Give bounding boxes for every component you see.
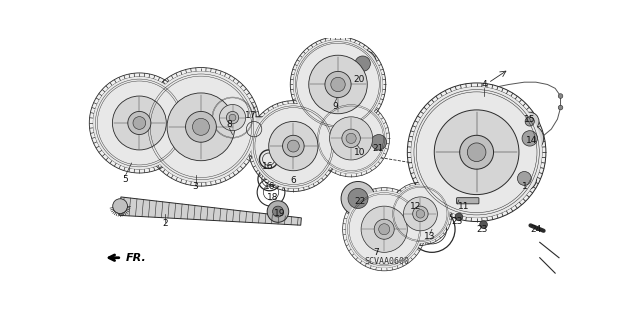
Circle shape	[267, 201, 289, 222]
Circle shape	[141, 68, 260, 186]
FancyBboxPatch shape	[456, 198, 479, 204]
Circle shape	[287, 140, 300, 152]
Text: 16: 16	[262, 162, 274, 171]
Text: 16: 16	[264, 182, 275, 191]
Text: 3: 3	[193, 182, 198, 191]
Circle shape	[348, 189, 368, 208]
Text: 1: 1	[522, 182, 527, 191]
Circle shape	[133, 117, 146, 129]
Circle shape	[413, 206, 428, 221]
Circle shape	[248, 101, 339, 191]
Circle shape	[316, 103, 387, 174]
Text: 2: 2	[162, 219, 168, 227]
Circle shape	[113, 199, 127, 213]
Circle shape	[407, 83, 546, 221]
Circle shape	[455, 213, 463, 221]
Circle shape	[186, 111, 216, 142]
Circle shape	[452, 107, 458, 111]
Circle shape	[342, 188, 426, 271]
Circle shape	[403, 197, 437, 231]
Circle shape	[416, 210, 424, 218]
Circle shape	[145, 71, 257, 182]
Circle shape	[517, 172, 531, 185]
Text: 17: 17	[245, 111, 257, 120]
Circle shape	[308, 55, 367, 114]
Text: 12: 12	[410, 202, 422, 211]
Circle shape	[516, 124, 543, 152]
Text: 6: 6	[291, 176, 296, 185]
Circle shape	[346, 133, 356, 144]
Circle shape	[291, 37, 386, 132]
Circle shape	[330, 117, 372, 160]
Text: 10: 10	[354, 148, 365, 157]
Circle shape	[346, 191, 422, 268]
Text: 14: 14	[526, 136, 538, 145]
FancyBboxPatch shape	[244, 117, 264, 141]
Text: 22: 22	[355, 197, 366, 206]
Text: 11: 11	[458, 202, 469, 211]
Text: 13: 13	[424, 233, 435, 241]
Text: 21: 21	[372, 144, 384, 153]
Circle shape	[558, 105, 563, 110]
Circle shape	[467, 143, 486, 161]
Circle shape	[113, 96, 166, 150]
Circle shape	[374, 219, 394, 239]
Text: 4: 4	[481, 80, 487, 89]
Circle shape	[273, 206, 284, 217]
Circle shape	[227, 111, 239, 124]
Circle shape	[167, 93, 235, 161]
Text: 9: 9	[332, 101, 338, 111]
Text: 19: 19	[274, 209, 285, 218]
Text: FR.: FR.	[126, 253, 147, 263]
Circle shape	[349, 50, 376, 78]
Circle shape	[558, 94, 563, 98]
Circle shape	[511, 144, 515, 148]
Circle shape	[480, 221, 488, 228]
Circle shape	[211, 96, 254, 139]
Circle shape	[193, 118, 209, 135]
Circle shape	[283, 135, 304, 157]
Circle shape	[361, 206, 407, 252]
Circle shape	[411, 87, 542, 218]
Circle shape	[371, 135, 387, 150]
Circle shape	[209, 94, 257, 141]
Circle shape	[293, 40, 383, 129]
Circle shape	[220, 105, 246, 131]
Circle shape	[355, 56, 371, 71]
Circle shape	[391, 185, 450, 243]
Text: 15: 15	[524, 115, 536, 124]
Circle shape	[90, 73, 189, 173]
Circle shape	[460, 135, 493, 169]
Circle shape	[325, 71, 351, 98]
Circle shape	[522, 131, 538, 146]
Circle shape	[341, 182, 375, 215]
Circle shape	[251, 104, 336, 189]
Polygon shape	[119, 197, 301, 225]
Circle shape	[312, 100, 390, 177]
Text: 8: 8	[227, 120, 232, 129]
Text: SCVAA0600: SCVAA0600	[365, 257, 410, 266]
Circle shape	[229, 114, 236, 121]
Text: 18: 18	[267, 193, 278, 202]
Circle shape	[525, 117, 534, 126]
Circle shape	[520, 112, 539, 131]
Circle shape	[379, 224, 390, 235]
Text: 5: 5	[123, 175, 129, 184]
Circle shape	[93, 77, 186, 169]
Circle shape	[435, 110, 519, 195]
Circle shape	[128, 111, 151, 135]
Circle shape	[389, 182, 452, 245]
Text: 24: 24	[531, 225, 541, 234]
Text: 23: 23	[452, 217, 463, 226]
Circle shape	[512, 166, 537, 191]
Circle shape	[331, 77, 345, 92]
Circle shape	[269, 122, 318, 171]
Text: 7: 7	[374, 248, 380, 257]
Circle shape	[464, 98, 469, 102]
Text: 20: 20	[353, 75, 365, 84]
Circle shape	[342, 129, 360, 148]
Text: 23: 23	[476, 225, 488, 234]
